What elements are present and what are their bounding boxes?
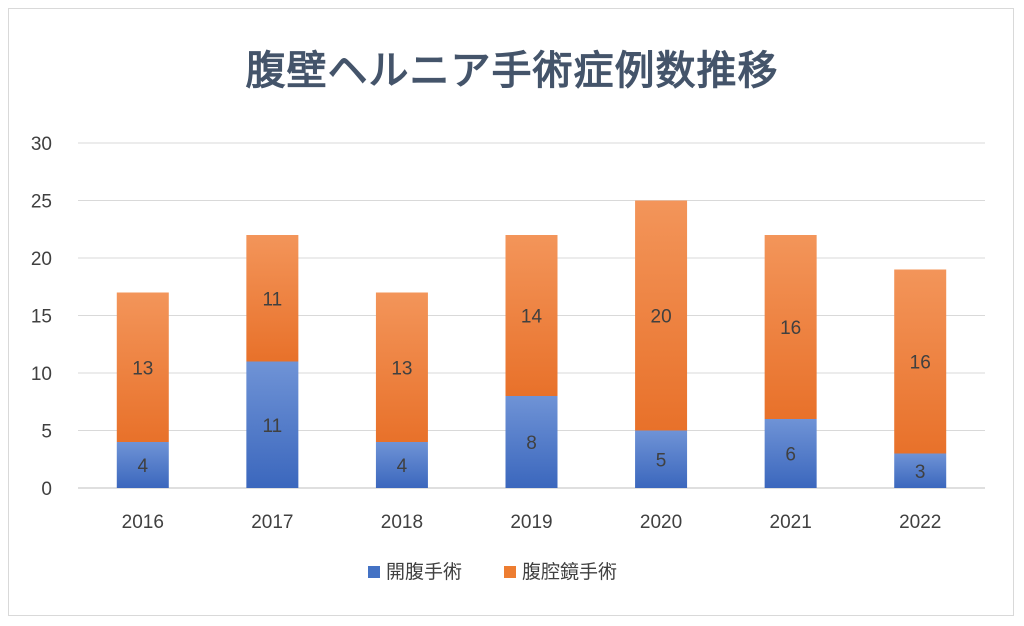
data-label: 4 xyxy=(397,456,408,477)
y-tick-label: 30 xyxy=(31,134,52,155)
bar-segment xyxy=(764,419,817,488)
data-label: 13 xyxy=(391,358,412,379)
bar-segment xyxy=(116,442,169,488)
chart-title: 腹壁ヘルニア手術症例数推移 xyxy=(245,48,779,94)
data-label: 5 xyxy=(656,450,667,471)
data-label: 16 xyxy=(780,318,801,339)
data-label: 8 xyxy=(526,433,537,454)
x-tick-label: 2021 xyxy=(770,512,812,533)
bar-segment xyxy=(894,269,947,454)
data-label: 13 xyxy=(132,358,153,379)
x-tick-label: 2017 xyxy=(251,512,293,533)
data-label: 11 xyxy=(262,416,282,437)
x-tick-label: 2016 xyxy=(122,512,164,533)
legend-label: 腹腔鏡手術 xyxy=(522,561,617,583)
data-label: 4 xyxy=(137,456,148,477)
bar-segment xyxy=(375,292,428,442)
legend-label: 開腹手術 xyxy=(386,561,462,583)
x-tick-label: 2022 xyxy=(899,512,941,533)
data-label: 16 xyxy=(910,353,931,374)
data-label: 11 xyxy=(262,289,282,310)
y-tick-label: 0 xyxy=(41,479,52,500)
bar-segment xyxy=(116,292,169,442)
y-tick-label: 20 xyxy=(31,249,52,270)
x-tick-label: 2018 xyxy=(381,512,423,533)
y-tick-label: 10 xyxy=(31,364,52,385)
x-tick-label: 2020 xyxy=(640,512,682,533)
bar-segment xyxy=(246,361,299,488)
y-tick-label: 25 xyxy=(31,192,52,213)
data-label: 20 xyxy=(651,307,672,328)
bar-segment xyxy=(635,200,688,431)
legend-swatch xyxy=(368,566,380,578)
legend-swatch xyxy=(504,566,516,578)
bar-segment xyxy=(505,396,558,488)
bar-segment xyxy=(246,235,299,362)
x-tick-label: 2019 xyxy=(510,512,552,533)
bar-segment xyxy=(764,235,817,419)
data-label: 6 xyxy=(785,445,796,466)
data-label: 3 xyxy=(915,462,926,483)
data-label: 14 xyxy=(521,307,543,328)
y-tick-label: 15 xyxy=(31,307,52,328)
bar-segment xyxy=(375,442,428,488)
y-tick-label: 5 xyxy=(41,422,52,443)
bar-segment xyxy=(894,453,947,488)
bar-segment xyxy=(505,235,558,396)
bar-segment xyxy=(635,430,688,488)
